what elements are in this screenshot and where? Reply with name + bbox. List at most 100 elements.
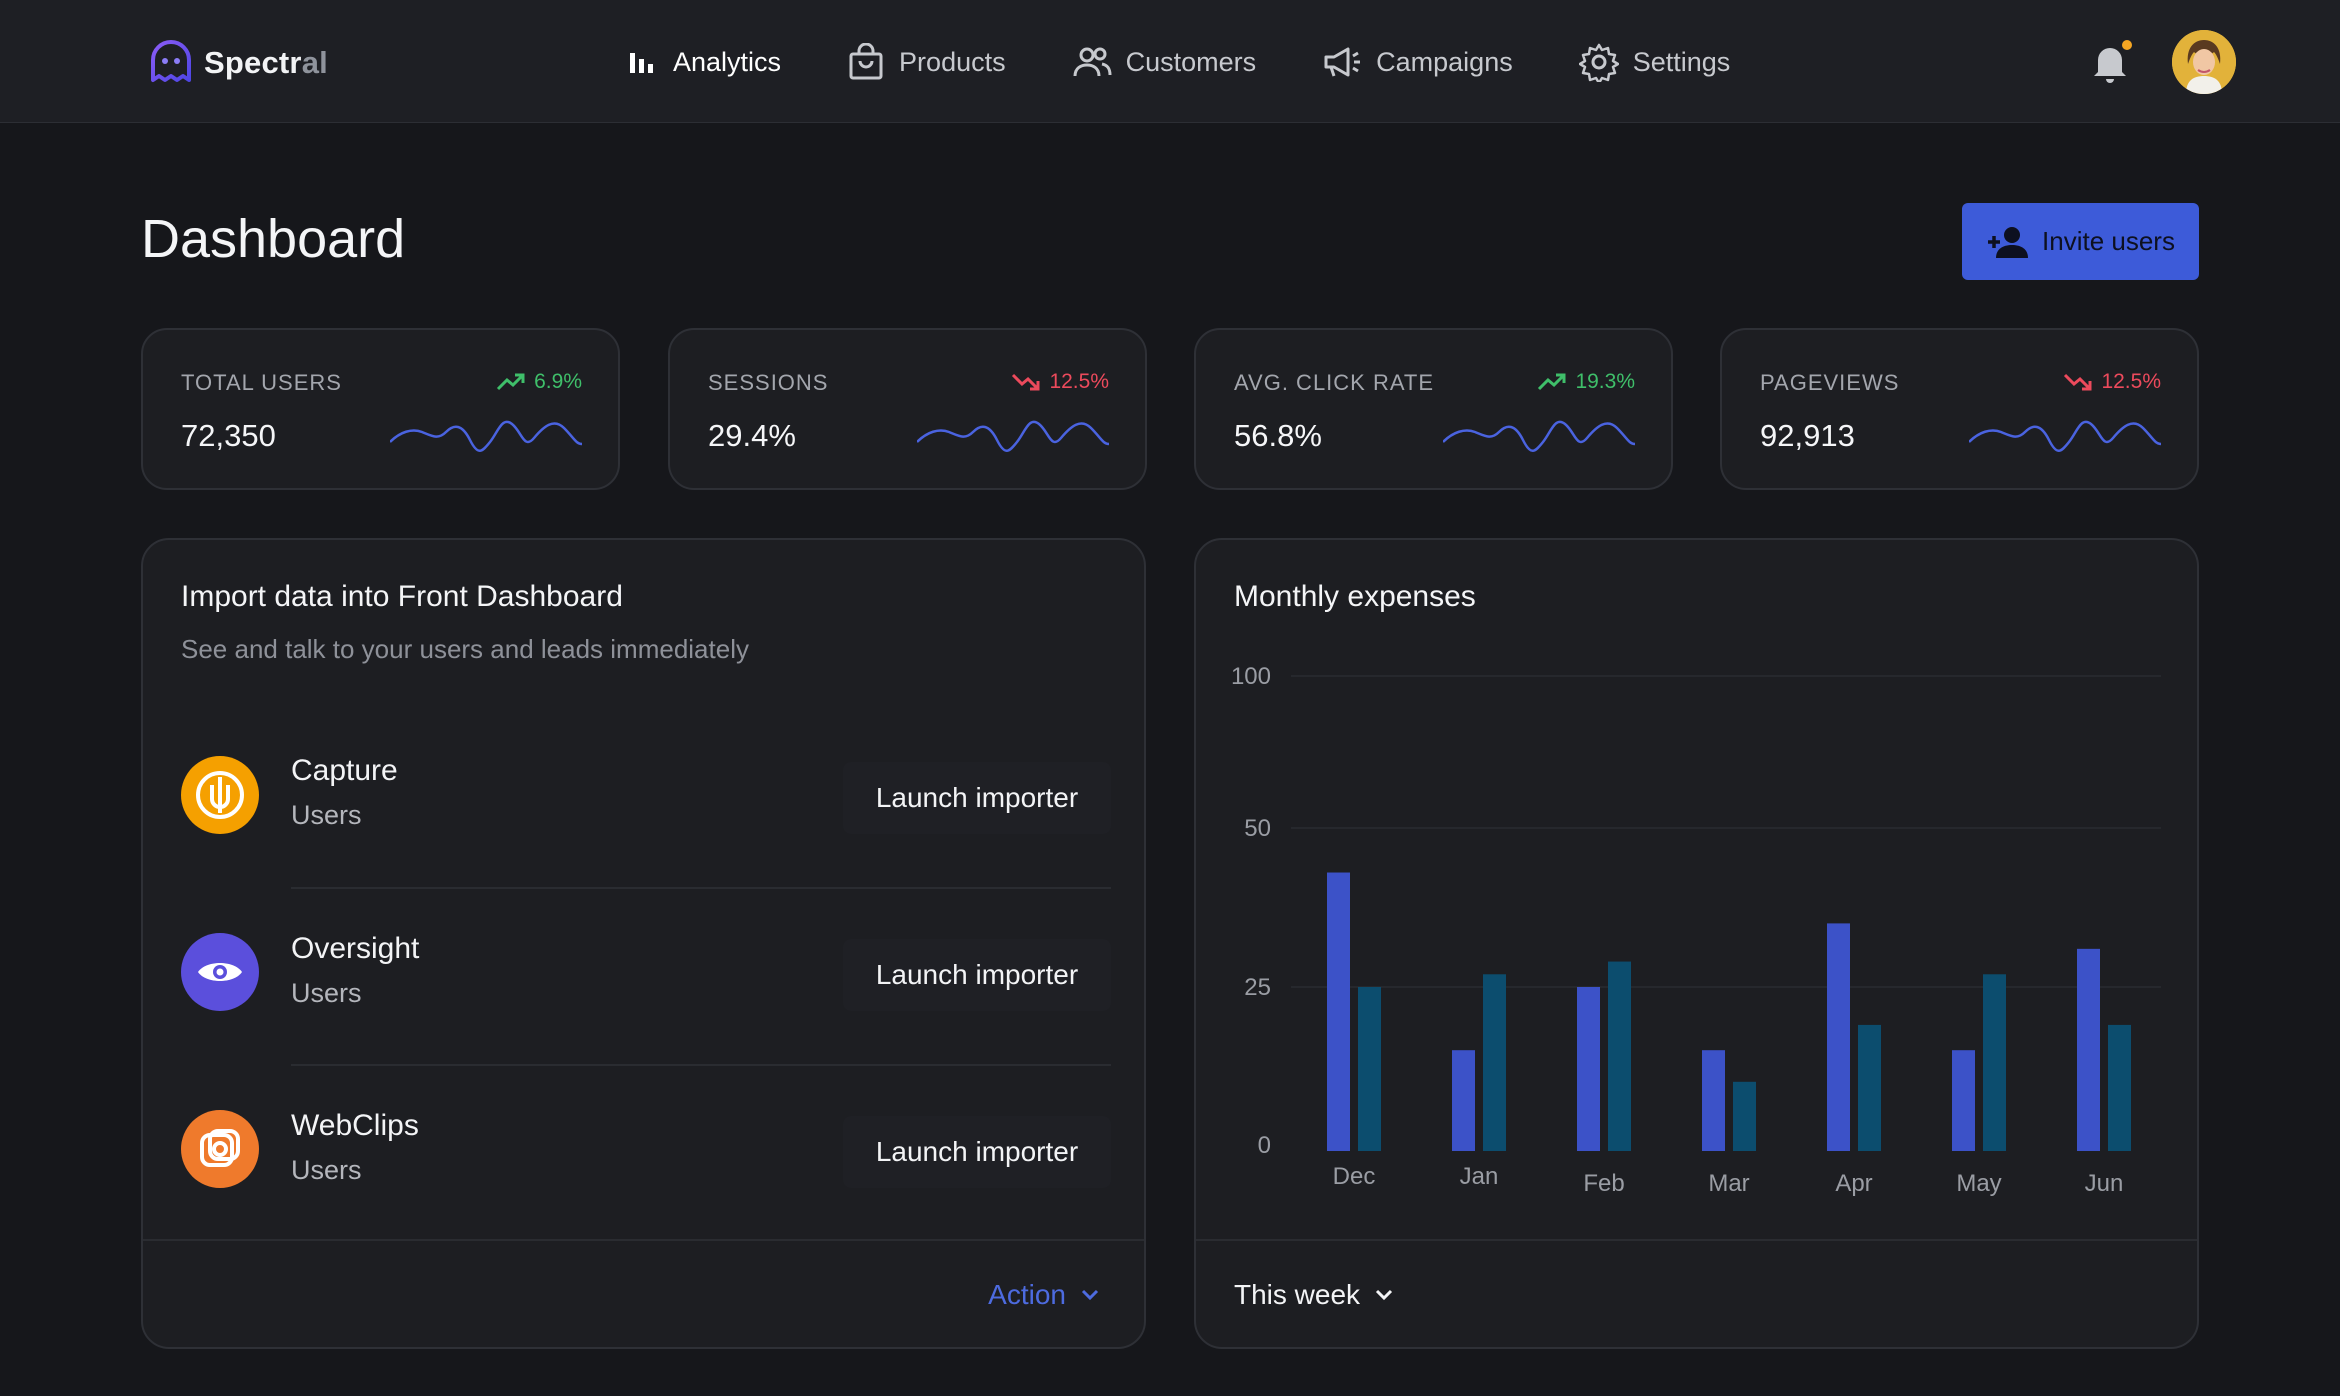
x-tick-label: Feb bbox=[1583, 1170, 1624, 1197]
stat-trend-value: 6.9% bbox=[534, 370, 582, 393]
shopping-bag-icon bbox=[849, 43, 883, 80]
y-tick-label: 50 bbox=[1244, 815, 1271, 842]
stat-label: AVG. CLICK RATE bbox=[1234, 370, 1435, 395]
stat-value: 56.8% bbox=[1234, 418, 1322, 453]
bar-apr-series-2[interactable] bbox=[1858, 1024, 1881, 1151]
bar-jan-series-1[interactable] bbox=[1452, 1050, 1475, 1151]
y-tick-label: 100 bbox=[1231, 663, 1271, 690]
stat-trend: 6.9% bbox=[496, 370, 582, 394]
trend-up-icon bbox=[1538, 373, 1566, 391]
x-tick-label: Dec bbox=[1333, 1163, 1376, 1190]
launch-importer-button[interactable]: Launch importer bbox=[843, 1116, 1111, 1188]
add-user-icon bbox=[1988, 226, 2029, 258]
trend-down-icon bbox=[1012, 373, 1040, 391]
ghost-logo-icon bbox=[151, 40, 191, 82]
invite-users-label: Invite users bbox=[2042, 226, 2175, 256]
stat-trend: 19.3% bbox=[1537, 370, 1635, 394]
sparkline bbox=[917, 420, 1109, 452]
nav-label-settings: Settings bbox=[1632, 46, 1731, 77]
bar-chart-icon bbox=[630, 53, 653, 73]
import-data-card: Import data into Front Dashboard See and… bbox=[141, 538, 1146, 1349]
x-tick-label: Jun bbox=[2085, 1170, 2124, 1197]
bar-jan-series-2[interactable] bbox=[1483, 974, 1506, 1151]
nav-label-customers: Customers bbox=[1125, 46, 1257, 77]
stat-card-avg-click-rate: AVG. CLICK RATE 56.8% 19.3% bbox=[1194, 328, 1673, 490]
stat-card-pageviews: PAGEVIEWS 92,913 12.5% bbox=[1720, 328, 2199, 490]
user-avatar[interactable] bbox=[2172, 30, 2236, 94]
stat-value: 29.4% bbox=[708, 418, 796, 453]
stat-value: 72,350 bbox=[181, 418, 276, 453]
x-tick-label: Apr bbox=[1835, 1170, 1872, 1197]
main-nav: Analytics Products Customers Campaigns S… bbox=[625, 38, 1796, 86]
card-footer-divider bbox=[1196, 1239, 2197, 1241]
brand-name-suffix: al bbox=[301, 45, 328, 80]
import-type: Users bbox=[291, 1155, 362, 1185]
stat-card-total-users: TOTAL USERS 72,350 6.9% bbox=[141, 328, 620, 490]
bar-mar-series-2[interactable] bbox=[1733, 1081, 1756, 1151]
stat-trend-value: 19.3% bbox=[1575, 370, 1635, 393]
nav-item-settings[interactable]: Settings bbox=[1578, 38, 1731, 86]
range-dropdown[interactable]: This week bbox=[1234, 1279, 1394, 1311]
stat-value: 92,913 bbox=[1760, 418, 1855, 453]
import-row-oversight: Oversight Users Launch importer bbox=[181, 888, 1111, 1065]
import-type: Users bbox=[291, 978, 362, 1008]
x-tick-label: Mar bbox=[1708, 1170, 1749, 1197]
expenses-card-title: Monthly expenses bbox=[1234, 580, 1476, 613]
stat-trend: 12.5% bbox=[2063, 370, 2161, 394]
stat-label: PAGEVIEWS bbox=[1760, 370, 1900, 395]
sparkline bbox=[1443, 420, 1635, 452]
stat-trend-value: 12.5% bbox=[2101, 370, 2161, 393]
y-tick-label: 0 bbox=[1258, 1132, 1271, 1159]
nav-item-customers[interactable]: Customers bbox=[1072, 38, 1257, 86]
avatar-image bbox=[2172, 30, 2236, 94]
launch-importer-button[interactable]: Launch importer bbox=[843, 939, 1111, 1011]
import-type: Users bbox=[291, 800, 362, 830]
row-divider bbox=[291, 1064, 1111, 1066]
bell-icon bbox=[2094, 48, 2126, 83]
nav-item-analytics[interactable]: Analytics bbox=[625, 38, 781, 86]
brand-logo[interactable]: Spectral bbox=[148, 40, 328, 86]
import-card-title: Import data into Front Dashboard bbox=[181, 580, 623, 613]
bar-jun-series-1[interactable] bbox=[2077, 948, 2100, 1151]
bar-apr-series-1[interactable] bbox=[1827, 923, 1850, 1151]
stat-card-sessions: SESSIONS 29.4% 12.5% bbox=[668, 328, 1147, 490]
nav-item-products[interactable]: Products bbox=[847, 38, 1006, 86]
launch-importer-button[interactable]: Launch importer bbox=[843, 762, 1111, 834]
capture-icon bbox=[181, 756, 259, 834]
row-divider bbox=[291, 887, 1111, 889]
import-name: Oversight bbox=[291, 932, 420, 965]
stat-label: SESSIONS bbox=[708, 370, 829, 395]
trend-up-icon bbox=[497, 373, 525, 391]
nav-label-campaigns: Campaigns bbox=[1376, 46, 1513, 77]
chevron-down-icon bbox=[1375, 1289, 1393, 1301]
stat-trend-value: 12.5% bbox=[1049, 370, 1109, 393]
gear-icon bbox=[1578, 43, 1619, 82]
notifications-button[interactable] bbox=[2090, 40, 2132, 84]
nav-label-products: Products bbox=[899, 46, 1006, 77]
bar-dec-series-1[interactable] bbox=[1327, 872, 1350, 1151]
bar-may-series-1[interactable] bbox=[1952, 1050, 1975, 1151]
eye-icon bbox=[181, 933, 259, 1011]
import-row-webclips: WebClips Users Launch importer bbox=[181, 1065, 1111, 1242]
invite-users-button[interactable]: Invite users bbox=[1962, 203, 2199, 280]
import-card-subtitle: See and talk to your users and leads imm… bbox=[181, 634, 749, 664]
bar-may-series-2[interactable] bbox=[1983, 974, 2006, 1151]
bar-dec-series-2[interactable] bbox=[1358, 987, 1381, 1151]
bar-jun-series-2[interactable] bbox=[2108, 1024, 2131, 1151]
top-navbar: Spectral Analytics Products Customers Ca… bbox=[0, 0, 2340, 123]
bar-mar-series-1[interactable] bbox=[1702, 1050, 1725, 1151]
bar-feb-series-1[interactable] bbox=[1577, 987, 1600, 1151]
y-tick-label: 25 bbox=[1244, 974, 1271, 1001]
x-tick-label: May bbox=[1956, 1170, 2001, 1197]
nav-item-campaigns[interactable]: Campaigns bbox=[1322, 38, 1513, 86]
bar-feb-series-2[interactable] bbox=[1608, 961, 1631, 1151]
trend-down-icon bbox=[2064, 373, 2092, 391]
nav-label-analytics: Analytics bbox=[673, 46, 782, 77]
users-icon bbox=[1073, 47, 1112, 77]
brand-name: Spectr bbox=[204, 45, 302, 80]
megaphone-icon bbox=[1324, 47, 1361, 77]
x-tick-label: Jan bbox=[1460, 1163, 1499, 1190]
action-dropdown[interactable]: Action bbox=[988, 1279, 1100, 1311]
expenses-bar-chart: 0 25 50 100 Dec Jan Feb Mar Apr May Jun bbox=[1231, 663, 2161, 1197]
page-title: Dashboard bbox=[141, 209, 406, 269]
